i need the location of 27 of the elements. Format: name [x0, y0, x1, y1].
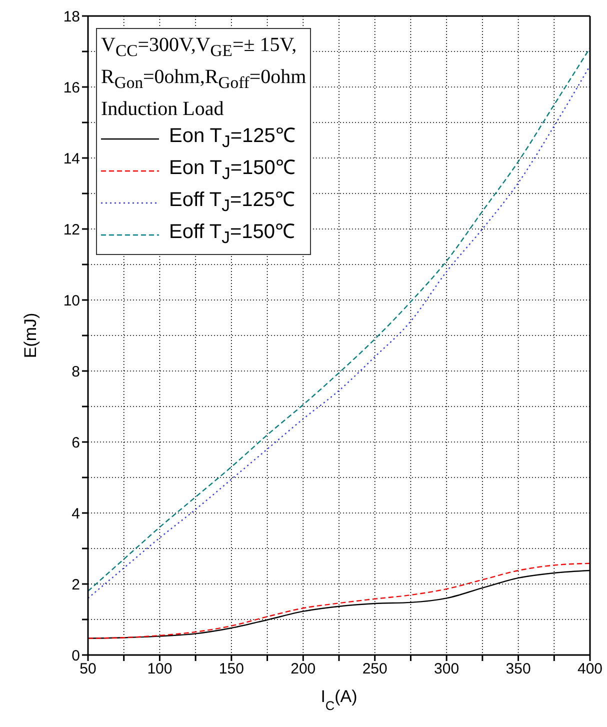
x-tick-label: 400 [577, 660, 603, 678]
y-tick-label: 6 [72, 434, 80, 452]
y-tick-label: 8 [72, 363, 80, 380]
x-tick-label: 150 [218, 660, 244, 678]
annotation: R$_{Gon}$=0ohm,R$_{Goff}$=0ohm [101, 65, 306, 94]
legend-label: Eon T$_{J}$=150℃ [169, 156, 296, 185]
x-tick-label: 300 [434, 660, 460, 678]
y-tick-label: 10 [63, 292, 80, 310]
annotation: Induction Load [101, 97, 225, 122]
legend-label: Eoff T$_{J}$=150℃ [169, 220, 296, 249]
y-tick-label: 18 [63, 8, 80, 26]
y-tick-label: 2 [72, 576, 80, 594]
x-tick-label: 200 [290, 660, 316, 678]
x-tick-label: 100 [147, 660, 172, 678]
y-tick-label: 0 [72, 647, 80, 664]
legend-label: Eoff T$_{J}$=125℃ [169, 188, 296, 217]
y-tick-label: 12 [63, 221, 80, 238]
legend-label: Eon T$_{J}$=125℃ [169, 124, 296, 153]
x-axis-title: I$_{C}$(A) [320, 687, 358, 712]
y-tick-label: 14 [63, 150, 80, 168]
x-tick-label: 350 [506, 660, 531, 678]
y-tick-label: 16 [63, 79, 80, 96]
x-tick-label: 50 [80, 660, 96, 678]
annotation: V$_{CC}$=300V,V$_{GE}$=± 15V, [101, 33, 298, 62]
y-axis-title: E(mJ) [21, 312, 40, 358]
x-tick-label: 250 [362, 660, 388, 678]
y-tick-label: 4 [72, 505, 80, 522]
